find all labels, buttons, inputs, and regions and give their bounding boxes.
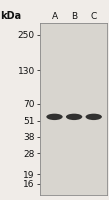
Ellipse shape bbox=[46, 114, 63, 120]
Ellipse shape bbox=[86, 114, 102, 120]
Text: kDa: kDa bbox=[1, 11, 22, 21]
Ellipse shape bbox=[66, 114, 82, 120]
